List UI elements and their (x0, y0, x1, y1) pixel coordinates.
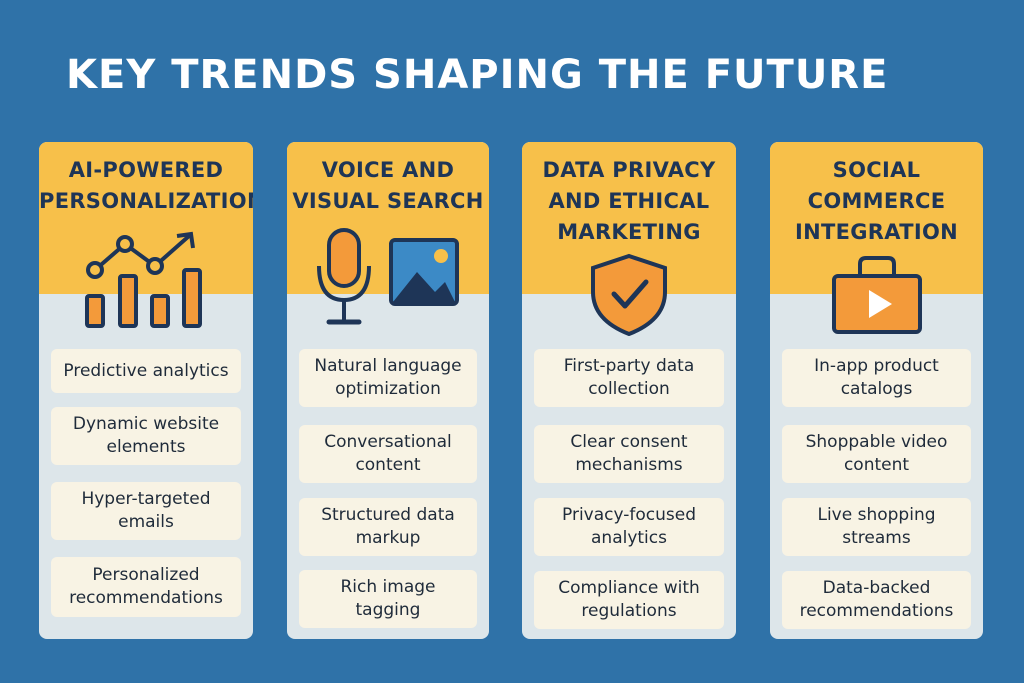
card-title: SOCIAL COMMERCE INTEGRATION (795, 158, 958, 244)
card-title: VOICE AND VISUAL SEARCH (292, 158, 484, 213)
list-item: Conversational content (299, 425, 477, 483)
list-item: Structured data markup (299, 498, 477, 556)
page-title: KEY TRENDS SHAPING THE FUTURE (66, 52, 889, 98)
list-item: Personalized recommendations (51, 557, 241, 617)
list-item: Shoppable video content (782, 425, 971, 483)
list-item: Predictive analytics (51, 349, 241, 393)
list-item: Dynamic website elements (51, 407, 241, 465)
card-title: AI-POWERED PERSONALIZATION (39, 158, 253, 213)
trend-card-social-commerce: SOCIAL COMMERCE INTEGRATION In-app produ… (770, 142, 983, 639)
trend-card-voice-visual-search: VOICE AND VISUAL SEARCH Natural language… (287, 142, 489, 639)
list-item: Live shopping streams (782, 498, 971, 556)
shield-check-icon (522, 252, 736, 337)
trend-card-ai-personalization: AI-POWERED PERSONALIZATION Predictive an… (39, 142, 253, 639)
list-item: Rich image tagging (299, 570, 477, 628)
trending-chart-icon (39, 230, 253, 330)
shopping-bag-video-icon (770, 254, 983, 338)
card-title: DATA PRIVACY AND ETHICAL MARKETING (542, 158, 716, 244)
list-item: Hyper-targeted emails (51, 482, 241, 540)
list-item: Privacy-focused analytics (534, 498, 724, 556)
item-list: In-app product catalogs Shoppable video … (782, 349, 971, 629)
card-header (39, 142, 253, 294)
microphone-and-image-icon (287, 226, 489, 330)
item-list: First-party data collection Clear consen… (534, 349, 724, 629)
list-item: In-app product catalogs (782, 349, 971, 407)
trend-card-data-privacy: DATA PRIVACY AND ETHICAL MARKETING First… (522, 142, 736, 639)
item-list: Predictive analytics Dynamic website ele… (51, 349, 241, 629)
list-item: Natural language optimization (299, 349, 477, 407)
list-item: Compliance with regulations (534, 571, 724, 629)
item-list: Natural language optimization Conversati… (299, 349, 477, 629)
card-header (770, 142, 983, 294)
list-item: Clear consent mechanisms (534, 425, 724, 483)
list-item: First-party data collection (534, 349, 724, 407)
list-item: Data-backed recommendations (782, 571, 971, 629)
